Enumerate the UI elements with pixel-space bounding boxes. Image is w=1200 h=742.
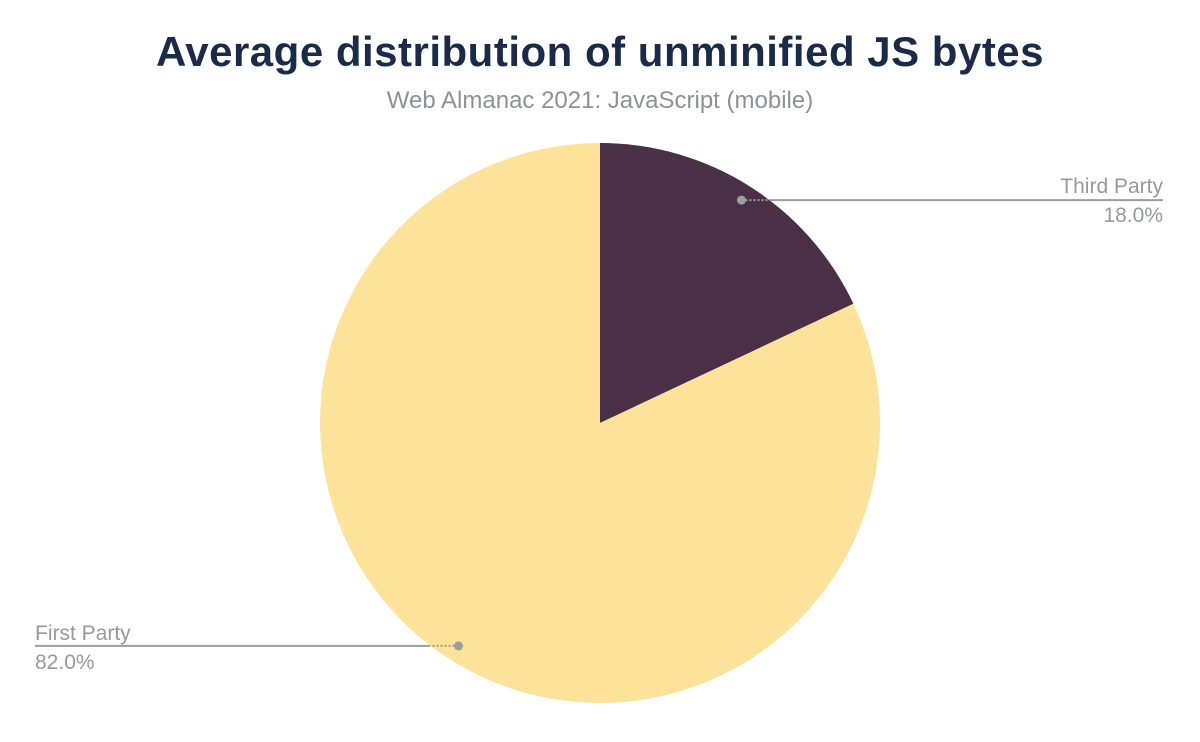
callout-label-first-party: First Party <box>35 622 131 645</box>
callout-value-third-party: 18.0% <box>1103 204 1163 227</box>
pie-slice-first-party[interactable] <box>320 143 881 703</box>
callout-label-third-party: Third Party <box>1060 175 1163 198</box>
leader-lines-group <box>35 195 1163 651</box>
leader-dot-first-party <box>454 641 463 651</box>
chart-title: Average distribution of unminified JS by… <box>155 28 1045 75</box>
callout-value-first-party: 82.0% <box>35 651 95 674</box>
leader-dot-third-party <box>737 195 746 205</box>
chart-subtitle: Web Almanac 2021: JavaScript (mobile) <box>386 87 814 114</box>
pie-slices-group <box>320 143 881 703</box>
pie-slice-third-party[interactable] <box>600 143 854 423</box>
